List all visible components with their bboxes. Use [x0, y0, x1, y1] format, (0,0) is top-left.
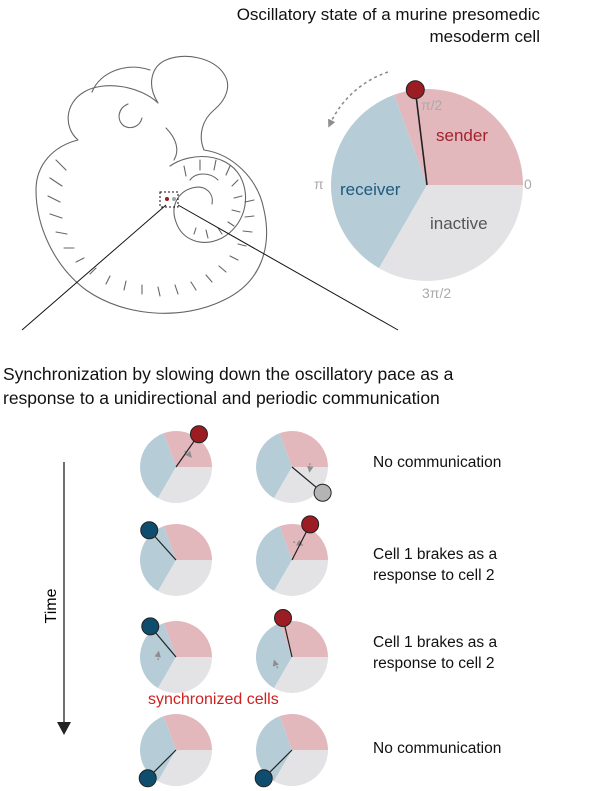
big-wheel-phase-hand: [414, 89, 428, 186]
small-wheel-6-sector-sender: [279, 621, 328, 657]
phase-label-pi-half: π/2: [421, 97, 443, 113]
row-label-3: Cell 1 brakes as a response to cell 2: [373, 632, 497, 674]
small-wheel-1-sector-receiver: [139, 433, 176, 499]
sector-label-receiver: receiver: [340, 180, 401, 199]
row-label-4: No communication: [373, 738, 501, 759]
cell-dot-red: [165, 197, 169, 201]
small-wheel-8: [254, 714, 328, 788]
phase-label-pi: π: [314, 176, 324, 192]
row-label-3-line-1: Cell 1 brakes as a: [373, 634, 498, 651]
big-wheel-phase-marker: [405, 80, 425, 100]
small-wheel-1-sector-sender: [163, 430, 213, 467]
small-wheel-7-phase-marker: [138, 769, 157, 788]
time-arrow-head: [57, 722, 71, 735]
small-wheel-2-sector-sender: [279, 431, 328, 467]
small-wheel-4-direction-arrow: [293, 539, 304, 546]
small-wheel-4-sector-sender: [279, 524, 328, 560]
page-title: Oscillatory state of a murine presomedic…: [120, 4, 540, 48]
row-label-4-line-1: No communication: [373, 740, 502, 757]
sector-label-inactive: inactive: [430, 214, 488, 233]
small-wheel-3: [140, 521, 212, 597]
small-wheel-3-sector-receiver: [140, 526, 176, 592]
small-wheel-1-direction-arrow: [184, 450, 192, 458]
small-wheel-6-sector-receiver: [256, 623, 292, 689]
small-wheel-4: [256, 515, 328, 597]
small-wheel-8-sector-sender: [279, 714, 328, 750]
big-wheel-sector-inactive: [379, 185, 523, 281]
sync-heading-line-2: response to a unidirectional and periodi…: [3, 388, 440, 408]
title-line-1: Oscillatory state of a murine presomedic: [236, 5, 540, 24]
small-wheel-2-phase-marker: [313, 483, 332, 502]
small-wheel-7-sector-sender: [163, 714, 212, 750]
row-label-1-line-1: No communication: [373, 454, 502, 471]
small-wheel-3-sector-inactive: [158, 560, 212, 597]
phase-label-three-pi-half: 3π/2: [422, 285, 451, 301]
small-wheel-6: [256, 609, 328, 694]
small-wheel-2: [255, 431, 332, 504]
small-wheel-5: [140, 617, 212, 694]
small-wheel-5-phase-marker: [141, 617, 160, 636]
small-wheel-3-phase-marker: [140, 521, 159, 540]
small-wheels-grid: [138, 425, 332, 788]
small-wheel-1-sector-inactive: [158, 467, 212, 503]
small-wheel-6-direction-arrow: [272, 659, 279, 669]
small-wheel-5-sector-sender: [163, 621, 212, 657]
small-wheel-1-phase-marker: [189, 425, 208, 444]
phase-wheel: [331, 80, 523, 281]
small-wheel-8-sector-inactive: [274, 750, 328, 786]
row-label-1: No communication: [373, 452, 501, 473]
phase-label-zero: 0: [524, 176, 532, 192]
small-wheel-3-sector-sender: [163, 524, 212, 560]
small-wheel-2-sector-receiver: [255, 433, 292, 499]
zoom-line-right: [177, 204, 399, 331]
small-wheel-6-sector-inactive: [274, 657, 328, 694]
sector-label-sender: sender: [436, 126, 488, 145]
small-wheel-4-sector-receiver: [256, 526, 292, 592]
time-axis-label: Time: [43, 588, 60, 624]
zoom-box: [159, 191, 179, 208]
row-label-2-line-2: response to cell 2: [373, 567, 495, 584]
small-wheel-4-phase-marker: [301, 515, 320, 534]
rotation-direction-arrow: [328, 71, 389, 128]
title-line-2: mesoderm cell: [429, 27, 540, 46]
small-wheel-1: [139, 425, 213, 503]
small-wheel-8-phase-marker: [254, 769, 273, 788]
cell-dot-gray: [172, 197, 176, 201]
small-wheel-7-sector-inactive: [158, 750, 212, 787]
big-wheel-sector-receiver: [331, 94, 427, 269]
row-label-2: Cell 1 brakes as a response to cell 2: [373, 544, 497, 586]
row-label-2-line-1: Cell 1 brakes as a: [373, 546, 498, 563]
sync-heading: Synchronization by slowing down the osci…: [3, 362, 593, 410]
small-wheel-7-sector-receiver: [139, 716, 176, 782]
big-wheel-sector-sender: [394, 89, 523, 185]
embryo-illustration: [35, 55, 268, 314]
row-label-3-line-2: response to cell 2: [373, 655, 495, 672]
small-wheel-6-phase-marker: [274, 609, 293, 628]
zoom-line-left: [21, 204, 167, 331]
sync-heading-line-1: Synchronization by slowing down the osci…: [3, 364, 454, 384]
small-wheel-8-sector-receiver: [255, 716, 292, 782]
small-wheel-7: [138, 714, 212, 788]
small-wheel-5-sector-inactive: [158, 657, 212, 694]
small-wheel-4-sector-inactive: [274, 560, 328, 597]
synchronized-cells-label: synchronized cells: [148, 691, 279, 708]
